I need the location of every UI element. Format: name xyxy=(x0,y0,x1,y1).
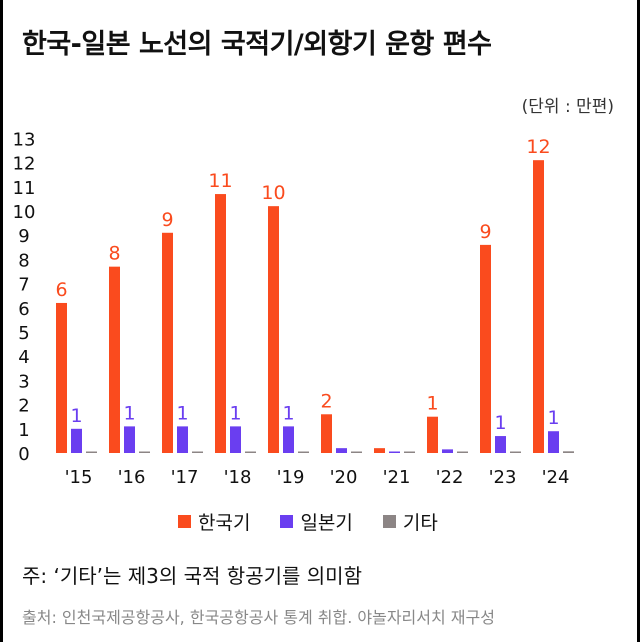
x-tick-label: '21 xyxy=(383,467,411,488)
y-tick-label: 7 xyxy=(18,275,29,296)
x-tick-label: '17 xyxy=(171,467,199,488)
x-tick-label: '18 xyxy=(224,467,252,488)
data-label-japanese: 1 xyxy=(70,405,82,427)
y-tick-label: 3 xyxy=(18,371,29,392)
y-tick-label: 12 xyxy=(13,154,36,175)
bar-japanese xyxy=(230,426,241,453)
legend-swatch-japanese xyxy=(280,515,294,528)
data-label-korean: 1 xyxy=(426,393,438,415)
bar-japanese xyxy=(124,426,135,453)
data-label-korean: 9 xyxy=(161,209,173,231)
legend-swatch-other xyxy=(382,515,396,528)
y-tick-label: 2 xyxy=(18,396,29,417)
chart-title: 한국-일본 노선의 국적기/외항기 운항 편수 xyxy=(22,29,492,60)
bar-other xyxy=(86,451,97,453)
legend-item-korean: 한국기 xyxy=(178,508,250,535)
bar-japanese xyxy=(389,451,400,453)
bar-other xyxy=(298,451,309,453)
bar-korean xyxy=(56,302,67,453)
bar-korean xyxy=(374,448,385,453)
bar-other xyxy=(457,451,468,453)
bar-korean xyxy=(162,232,173,453)
y-tick-label: 13 xyxy=(13,129,36,150)
legend-swatch-korean xyxy=(178,515,191,528)
bar-other xyxy=(351,451,362,453)
data-label-korean: 10 xyxy=(261,182,285,204)
bar-other xyxy=(245,451,256,453)
y-tick-label: 9 xyxy=(18,226,29,247)
bar-other xyxy=(192,451,203,453)
x-tick-label: '24 xyxy=(542,467,570,488)
bar-other xyxy=(139,451,150,453)
bar-other xyxy=(510,451,521,453)
data-label-japanese: 1 xyxy=(547,407,559,429)
footnote: 주: ‘기타’는 제3의 국적 항공기를 의미함 xyxy=(22,564,362,588)
bar-japanese xyxy=(548,431,559,453)
bar-japanese xyxy=(177,426,188,453)
data-label-japanese: 1 xyxy=(282,402,294,424)
legend-label-other: 기타 xyxy=(402,512,438,534)
data-label-japanese: 1 xyxy=(229,402,241,424)
data-label-korean: 2 xyxy=(320,390,332,412)
x-tick-label: '22 xyxy=(436,467,464,488)
x-tick-label: '23 xyxy=(489,467,517,488)
bar-japanese xyxy=(283,426,294,453)
data-label-korean: 8 xyxy=(108,243,120,265)
legend-label-korean: 한국기 xyxy=(198,512,251,534)
bar-japanese xyxy=(442,449,453,453)
bar-korean xyxy=(321,414,332,453)
bar-other xyxy=(404,451,415,453)
legend: 한국기 일본기 기타 xyxy=(178,508,438,535)
x-tick-label: '15 xyxy=(65,467,93,488)
y-tick-label: 1 xyxy=(18,420,29,441)
data-label-korean: 6 xyxy=(55,279,67,301)
data-label-korean: 9 xyxy=(479,221,491,243)
bar-chart: 01234567891011121361'1581'1691'17111'181… xyxy=(13,129,574,488)
legend-item-other: 기타 xyxy=(382,508,438,535)
bar-korean xyxy=(533,160,544,453)
bar-korean xyxy=(268,206,279,453)
bar-korean xyxy=(215,194,226,453)
data-label-korean: 11 xyxy=(208,170,232,192)
y-tick-label: 4 xyxy=(18,347,29,368)
y-tick-label: 5 xyxy=(18,323,29,344)
bar-japanese xyxy=(495,436,506,453)
bar-japanese xyxy=(336,448,347,453)
legend-item-japanese: 일본기 xyxy=(280,508,353,535)
y-tick-label: 11 xyxy=(13,178,36,199)
y-tick-label: 0 xyxy=(18,444,29,465)
y-tick-label: 6 xyxy=(18,299,29,320)
source-credit: 출처: 인천국제공항공사, 한국공항공사 통계 취합. 야놀자리서치 재구성 xyxy=(22,608,495,627)
y-tick-label: 10 xyxy=(13,202,36,223)
bar-korean xyxy=(109,266,120,453)
unit-label: (단위 : 만편) xyxy=(521,97,614,117)
y-tick-label: 8 xyxy=(18,250,29,271)
data-label-korean: 12 xyxy=(526,136,550,158)
legend-label-japanese: 일본기 xyxy=(300,512,353,534)
x-tick-label: '19 xyxy=(277,467,305,488)
bar-korean xyxy=(427,416,438,453)
bar-other xyxy=(563,451,574,453)
x-tick-label: '16 xyxy=(118,467,146,488)
bar-korean xyxy=(480,244,491,453)
data-label-japanese: 1 xyxy=(123,402,135,424)
bar-japanese xyxy=(71,428,82,453)
data-label-japanese: 1 xyxy=(176,402,188,424)
data-label-japanese: 1 xyxy=(494,412,506,434)
x-tick-label: '20 xyxy=(330,467,358,488)
